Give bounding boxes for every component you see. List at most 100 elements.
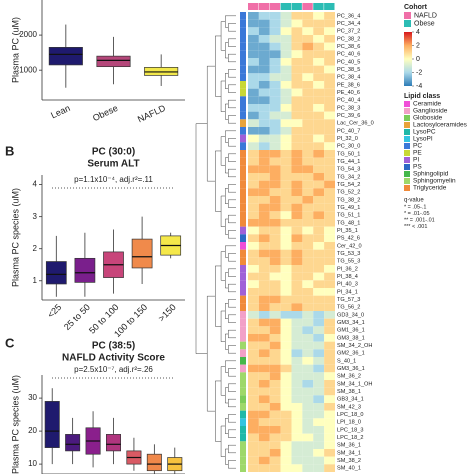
- heat-cell: [324, 12, 335, 20]
- heat-cell: [302, 96, 314, 104]
- class-cell: [240, 326, 246, 334]
- dendrogram: [228, 69, 236, 78]
- class-cell: [240, 173, 246, 181]
- heat-cell: [291, 134, 303, 143]
- dendrogram: [225, 42, 229, 59]
- class-cell: [240, 142, 246, 150]
- heat-cell: [324, 127, 335, 135]
- heat-cell: [291, 119, 303, 127]
- row-label: TG_38_2: [337, 197, 360, 203]
- heat-cell: [291, 280, 303, 288]
- row-label: PC_38_2: [337, 36, 360, 42]
- heat-cell: [291, 88, 303, 97]
- heat-cell: [324, 211, 335, 219]
- class-cell: [240, 50, 246, 58]
- heat-cell: [280, 165, 292, 173]
- dendrogram: [228, 115, 236, 124]
- heat-cell: [324, 357, 335, 365]
- heat-cell: [324, 142, 335, 150]
- dendrogram: [220, 80, 226, 112]
- heat-cell: [291, 357, 303, 365]
- heat-cell: [258, 35, 270, 43]
- heat-cell: [313, 27, 325, 35]
- heat-cell: [269, 42, 281, 51]
- heat-cell: [313, 12, 325, 20]
- heat-cell: [313, 127, 325, 135]
- heat-cell: [269, 403, 281, 411]
- class-cell: [240, 119, 246, 127]
- heat-cell: [269, 12, 281, 20]
- heat-cell: [248, 104, 259, 112]
- class-cell: [240, 73, 246, 81]
- row-label: SM_42_3: [337, 404, 361, 410]
- heat-cell: [313, 334, 325, 342]
- dendrogram: [225, 245, 236, 258]
- heat-cell: [313, 410, 325, 419]
- heat-cell: [280, 81, 292, 89]
- heat-cell: [248, 157, 259, 166]
- heat-cell: [324, 180, 335, 189]
- heat-cell: [280, 326, 292, 334]
- heat-cell: [291, 295, 303, 304]
- heat-cell: [313, 104, 325, 112]
- heat-cell: [324, 81, 335, 89]
- heat-cell: [269, 88, 281, 97]
- heat-cell: [258, 326, 270, 334]
- dendrogram: [225, 272, 229, 289]
- heat-cell: [291, 403, 303, 411]
- heat-cell: [324, 196, 335, 204]
- dendrogram: [228, 168, 236, 178]
- heat-cell: [313, 364, 325, 373]
- heat-cell: [248, 73, 259, 81]
- heat-cell: [324, 249, 335, 258]
- heat-cell: [313, 111, 325, 120]
- legend-label: *** < .001: [404, 224, 427, 230]
- row-label: GM3_38_1: [337, 335, 365, 341]
- heat-cell: [324, 280, 335, 288]
- dendrogram: [220, 136, 226, 166]
- heat-cell: [280, 88, 292, 97]
- heat-cell: [291, 180, 303, 189]
- heat-cell: [313, 403, 325, 411]
- row-label: PC_38_5: [337, 67, 360, 73]
- heat-cell: [313, 234, 325, 242]
- heat-cell: [248, 441, 259, 449]
- class-cell: [240, 127, 246, 135]
- heat-cell: [280, 35, 292, 43]
- heat-cell: [313, 349, 325, 357]
- heat-cell: [302, 142, 314, 150]
- heat-cell: [258, 173, 270, 181]
- dendrogram: [220, 251, 226, 281]
- heat-cell: [258, 464, 270, 472]
- class-cell: [240, 203, 246, 212]
- heat-cell: [258, 104, 270, 112]
- heat-cell: [248, 88, 259, 97]
- heat-cell: [291, 27, 303, 35]
- row-label: TG_44_1: [337, 159, 360, 165]
- dendrogram: [215, 35, 222, 97]
- heat-cell: [302, 203, 314, 212]
- row-label: PI_35_1: [337, 228, 358, 234]
- legend-label: Obese: [414, 20, 435, 27]
- dendrogram: [228, 199, 236, 208]
- heat-cell: [324, 65, 335, 74]
- class-cell: [240, 403, 246, 411]
- heat-cell: [291, 380, 303, 388]
- heat-cell: [248, 81, 259, 89]
- class-cell: [240, 157, 246, 166]
- heat-cell: [269, 272, 281, 281]
- heat-cell: [302, 50, 314, 58]
- heat-cell: [302, 387, 314, 396]
- class-cell: [240, 19, 246, 28]
- heat-cell: [248, 203, 259, 212]
- heat-cell: [313, 441, 325, 449]
- class-cell: [240, 81, 246, 89]
- row-label: PI_34_1: [337, 289, 358, 295]
- row-label: SM_34_1: [337, 450, 361, 456]
- heat-cell: [248, 65, 259, 74]
- heat-cell: [313, 249, 325, 258]
- heat-cell: [302, 180, 314, 189]
- cohort-cell: [280, 3, 291, 10]
- heat-cell: [313, 134, 325, 143]
